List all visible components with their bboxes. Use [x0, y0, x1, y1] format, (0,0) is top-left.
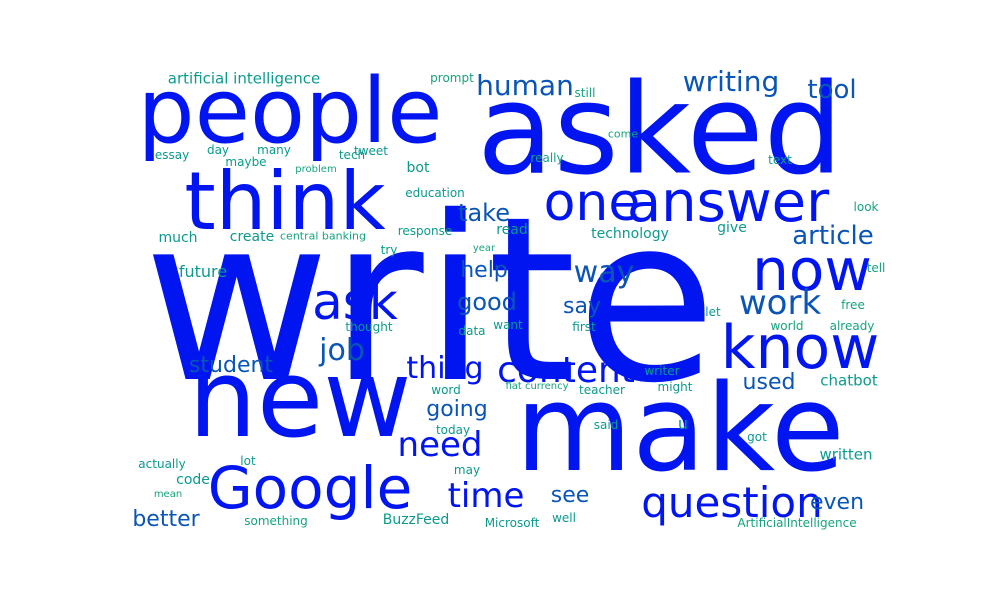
word-good: good	[457, 288, 517, 316]
word-year: year	[472, 243, 496, 254]
word-now: now	[752, 236, 872, 304]
word-buzzfeed: BuzzFeed	[382, 512, 450, 528]
word-text: text	[768, 153, 792, 167]
word-tool: tool	[807, 75, 857, 105]
word-job: job	[319, 333, 365, 368]
word-may: may	[453, 463, 481, 477]
word-already: already	[829, 319, 875, 333]
word-want: want	[493, 318, 523, 332]
word-code: code	[176, 472, 210, 488]
word-future: future	[178, 262, 228, 281]
word-tweet: tweet	[354, 144, 388, 158]
word-bot: bot	[406, 160, 430, 176]
word-write: write	[143, 167, 717, 433]
word-maybe: maybe	[225, 155, 267, 169]
word-really: really	[530, 151, 564, 165]
word-even: even	[809, 490, 865, 515]
word-something: something	[244, 514, 308, 528]
word-mean: mean	[153, 489, 183, 500]
word-might: might	[657, 380, 693, 394]
word-say: say	[563, 294, 601, 319]
word-student: student	[188, 353, 274, 378]
word-still: still	[574, 86, 596, 100]
word-work: work	[738, 283, 822, 323]
word-thing: thing	[406, 351, 484, 386]
word-new: new	[188, 337, 412, 462]
word-give: give	[717, 220, 747, 236]
word-first: first	[572, 320, 596, 334]
word-look: look	[853, 200, 879, 214]
word-well: well	[552, 511, 576, 525]
word-problem: problem	[295, 164, 337, 175]
word-writing: writing	[682, 65, 780, 98]
word-know: know	[720, 313, 880, 383]
word-question: question	[641, 478, 823, 527]
word-tech: tech	[338, 148, 366, 162]
word-come: come	[607, 127, 639, 141]
word-chatbot: chatbot	[820, 371, 878, 390]
word-education: education	[405, 186, 465, 200]
word-need: need	[397, 425, 483, 465]
word-make: make	[515, 360, 845, 499]
word-read: read	[496, 222, 528, 238]
word-thought: thought	[345, 320, 393, 334]
word-fiat-currency: fiat currency	[505, 381, 569, 392]
word-writer: writer	[644, 364, 680, 378]
word-free: free	[841, 298, 865, 312]
word-people: people	[137, 59, 443, 164]
word-human: human	[476, 69, 574, 102]
word-word: word	[431, 383, 461, 397]
word-time: time	[447, 476, 525, 516]
word-let: let	[705, 305, 721, 319]
word-day: day	[206, 143, 230, 157]
word-tell: tell	[866, 261, 886, 275]
word-help: help	[460, 258, 508, 283]
word-one: one	[543, 173, 641, 233]
word-lot: lot	[240, 454, 256, 468]
word-answer: answer	[626, 170, 830, 235]
word-central-banking: central banking	[280, 229, 366, 243]
word-microsoft: Microsoft	[484, 516, 540, 530]
word-got: got	[747, 430, 767, 444]
word-technology: technology	[591, 226, 669, 242]
word-actually: actually	[138, 457, 186, 471]
word-u: u	[677, 414, 689, 433]
word-article: article	[792, 221, 874, 251]
word-world: world	[770, 319, 804, 333]
word-artificialintelligence: ArtificialIntelligence	[737, 516, 857, 530]
word-said: said	[593, 418, 619, 432]
word-today: today	[435, 423, 471, 437]
word-take: take	[458, 199, 510, 227]
word-going: going	[426, 397, 488, 422]
word-try: try	[380, 243, 398, 257]
word-content: content	[497, 350, 635, 391]
word-ask: ask	[312, 273, 398, 331]
word-response: response	[397, 224, 453, 238]
word-many: many	[257, 143, 291, 157]
word-see: see	[550, 483, 590, 508]
word-prompt: prompt	[430, 71, 474, 85]
word-better: better	[132, 507, 200, 532]
word-teacher: teacher	[579, 383, 625, 397]
word-artificial-intelligence: artificial intelligence	[167, 69, 321, 88]
word-google: Google	[207, 454, 413, 522]
word-think: think	[184, 155, 386, 248]
word-data: data	[458, 324, 486, 338]
word-much: much	[158, 230, 198, 246]
word-essay: essay	[154, 148, 190, 162]
word-used: used	[742, 370, 796, 395]
word-written: written	[819, 445, 873, 464]
word-way: way	[573, 255, 635, 290]
word-create: create	[229, 229, 275, 245]
word-asked: asked	[477, 57, 843, 203]
